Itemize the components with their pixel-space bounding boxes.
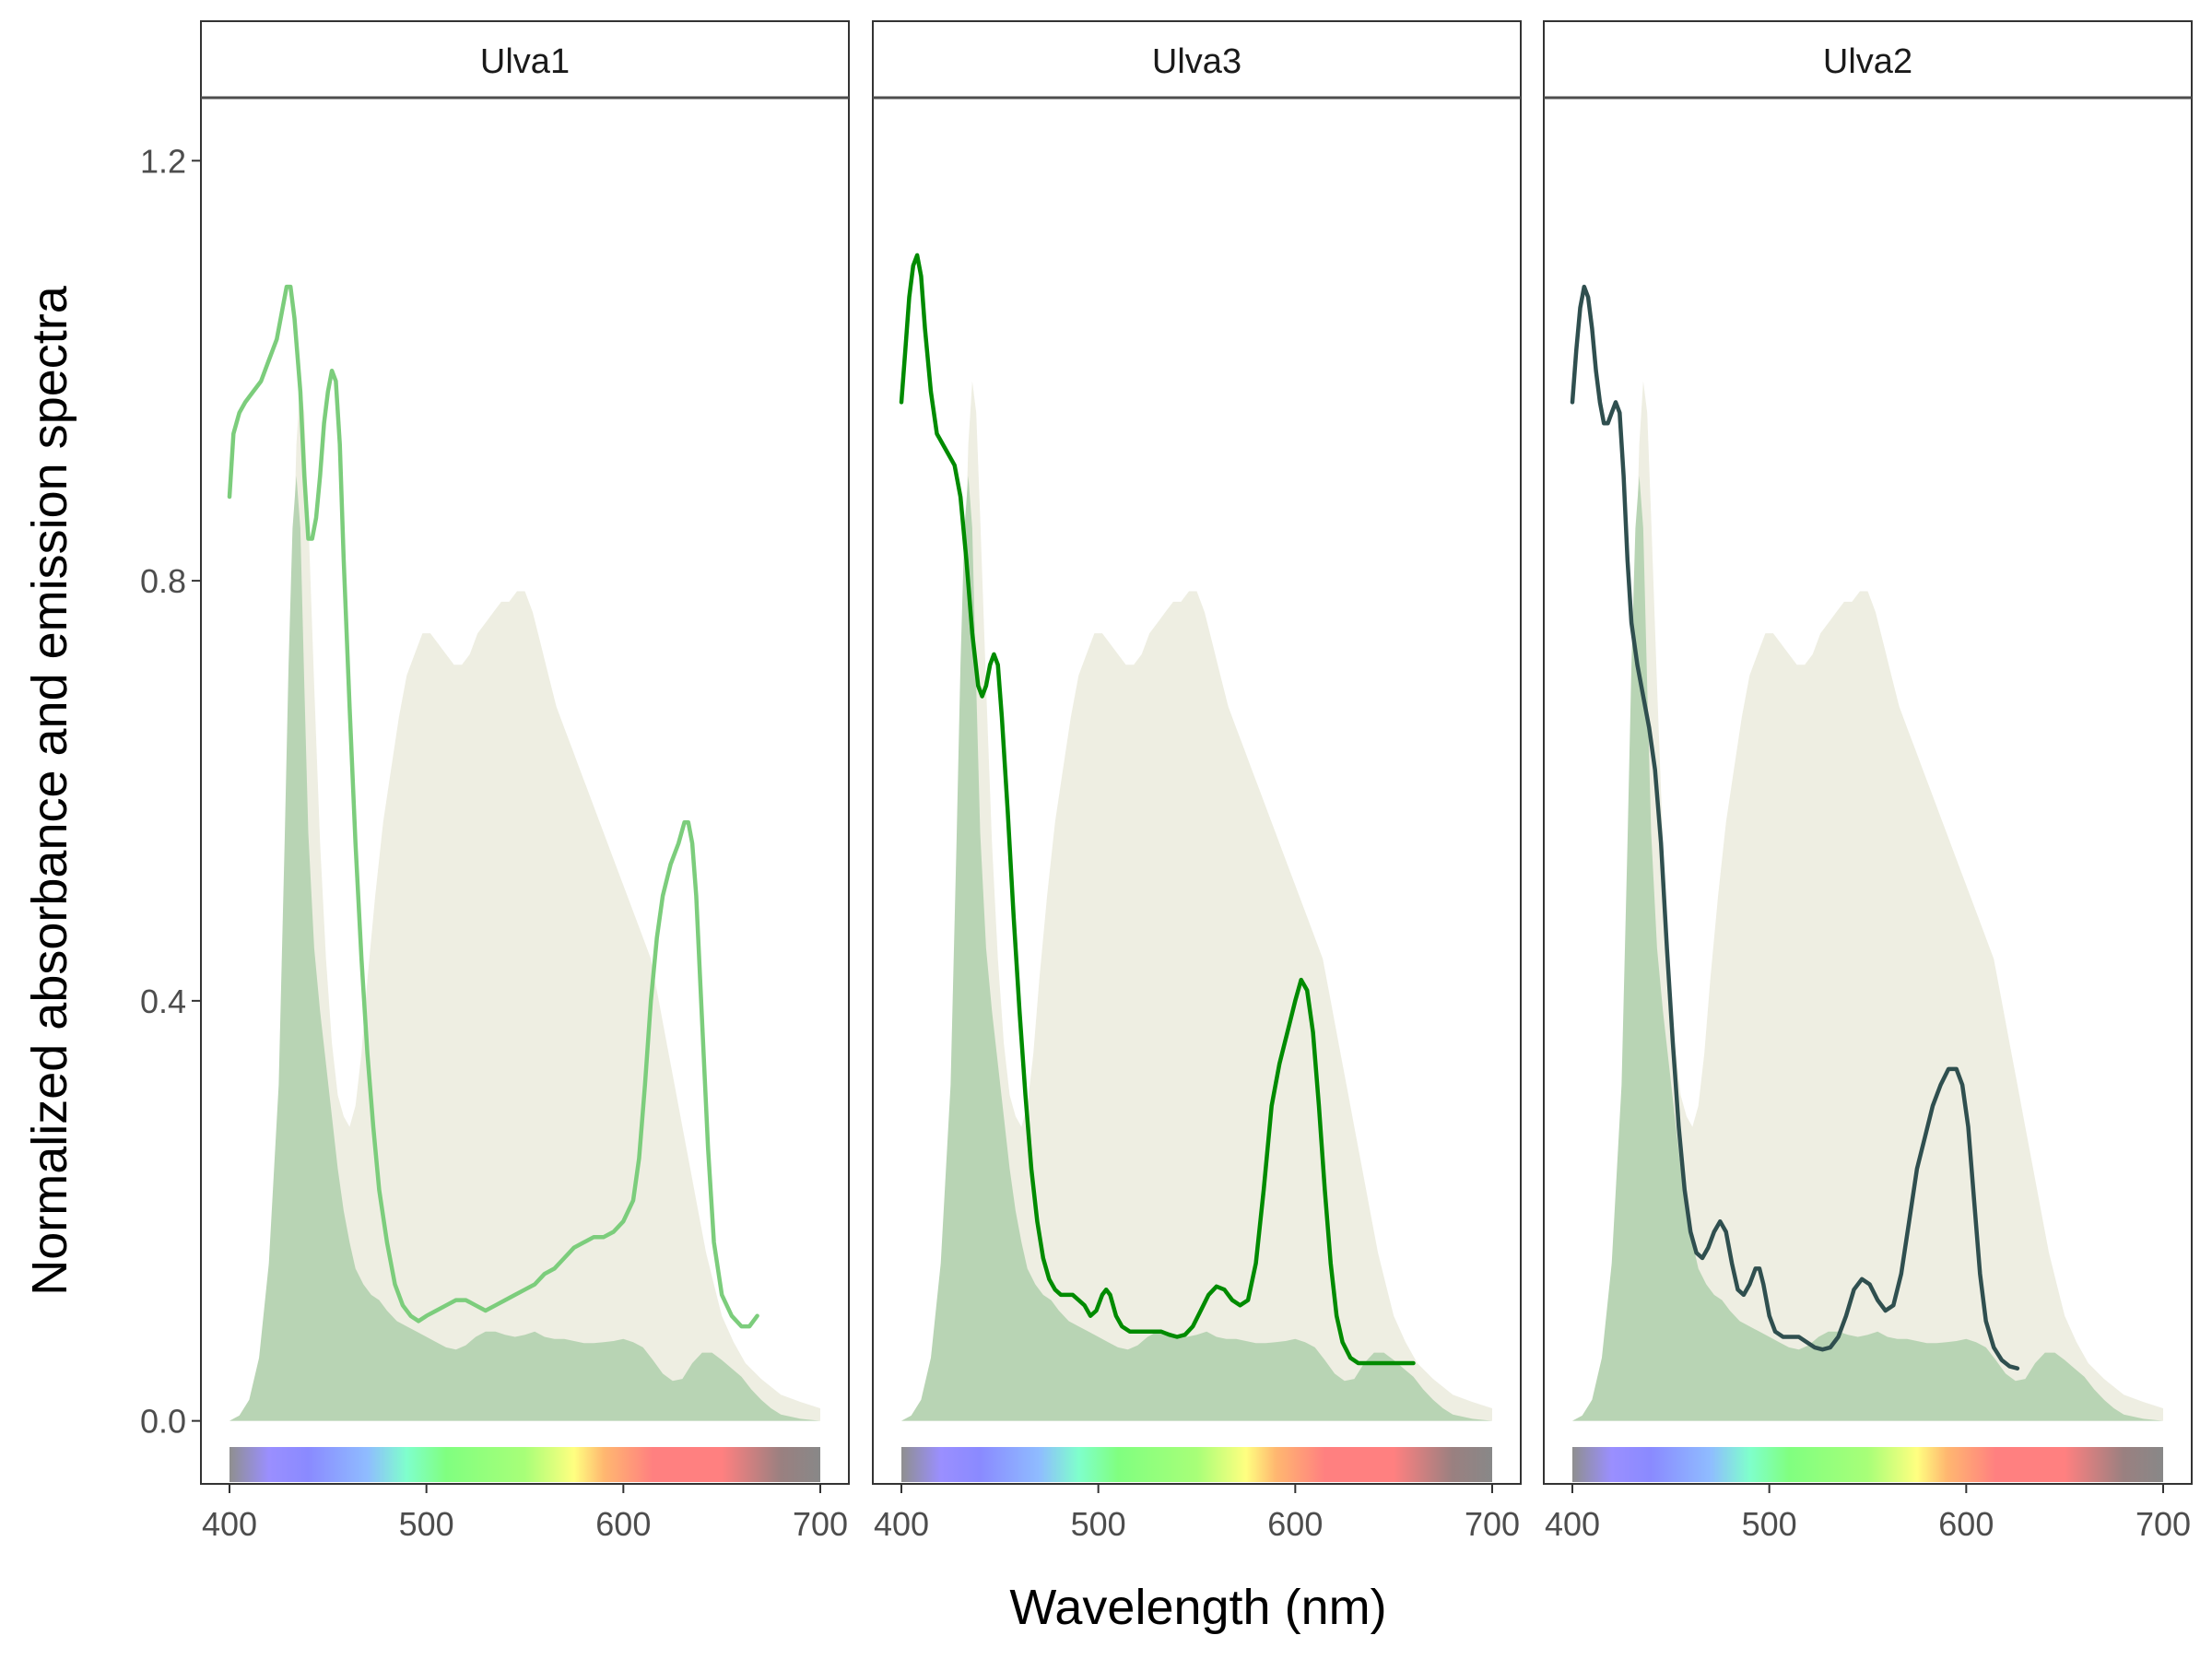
x-tick-label: 500 <box>399 1505 454 1543</box>
series-line <box>1570 284 2020 1371</box>
spectrum-bar <box>901 1447 1492 1482</box>
strip-label: Ulva1 <box>480 42 570 81</box>
y-tick-label: 0.0 <box>140 1403 186 1441</box>
panel-ulva3: Ulva3 400 500 600 700 <box>872 20 1522 1543</box>
x-axis-title: Wavelength (nm) <box>1009 1580 1386 1635</box>
background-area-green <box>229 476 820 1421</box>
series-line <box>227 284 759 1329</box>
x-tick-label: 400 <box>202 1505 257 1543</box>
panel-ulva2: Ulva2 400 500 600 700 <box>1543 20 2193 1543</box>
x-tick-label: 700 <box>2136 1505 2191 1543</box>
x-tick-label: 700 <box>1465 1505 1520 1543</box>
background-area-light <box>1572 381 2163 1421</box>
x-tick-label: 500 <box>1071 1505 1126 1543</box>
background-area-light <box>901 381 1492 1421</box>
spectrum-bar <box>229 1447 820 1482</box>
y-axis-title: Normalized absorbance and emission spect… <box>22 285 77 1296</box>
x-tick-label: 600 <box>595 1505 651 1543</box>
y-axis: 0.0 0.4 0.8 1.2 <box>140 142 201 1441</box>
x-tick-label: 500 <box>1742 1505 1797 1543</box>
strip-box <box>872 20 1522 99</box>
strip-label: Ulva2 <box>1823 42 1912 81</box>
x-tick-label: 600 <box>1267 1505 1323 1543</box>
panel-ulva1: Ulva1 400 500 600 700 <box>200 20 850 1543</box>
strip-box <box>1543 20 2193 99</box>
background-area-green <box>901 476 1492 1421</box>
series-line <box>899 253 1416 1366</box>
strip-label: Ulva3 <box>1152 42 1241 81</box>
y-tick-label: 0.4 <box>140 982 186 1020</box>
spectrum-bar <box>1572 1447 2163 1482</box>
y-tick-label: 1.2 <box>140 142 186 180</box>
x-tick-label: 700 <box>793 1505 848 1543</box>
y-tick-label: 0.8 <box>140 562 186 600</box>
x-tick-label: 600 <box>1938 1505 1994 1543</box>
panels: Ulva1 400 500 600 700 Ulva3 400 500 600 700 Ulva2 4… <box>200 20 2193 1543</box>
strip-box <box>200 20 850 99</box>
x-tick-label: 400 <box>874 1505 929 1543</box>
background-area-green <box>1572 476 2163 1421</box>
x-tick-label: 400 <box>1545 1505 1600 1543</box>
